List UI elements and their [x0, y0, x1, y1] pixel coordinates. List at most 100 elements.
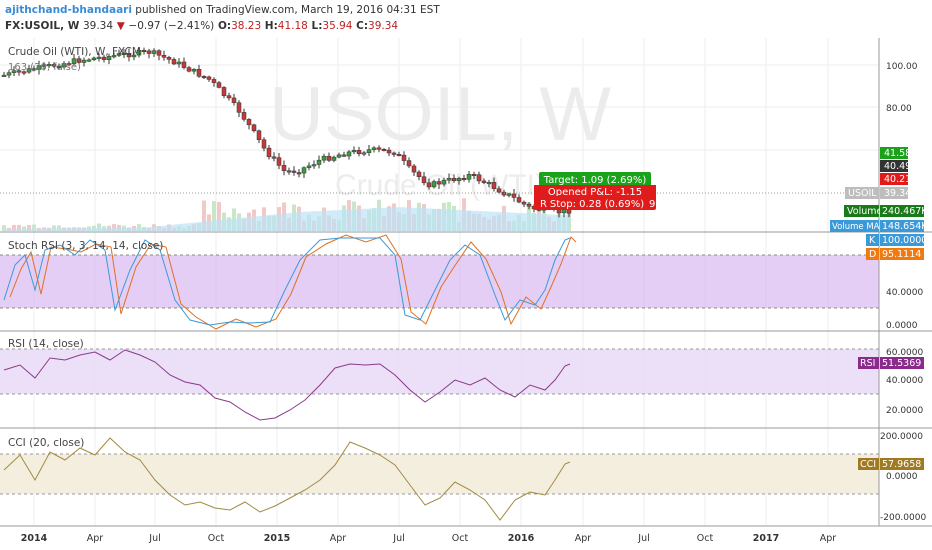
volume-bar	[57, 225, 61, 231]
candle-body	[476, 174, 482, 182]
candle-body	[441, 179, 447, 185]
main-pane[interactable]	[0, 38, 879, 231]
time-tick: Jul	[392, 533, 404, 544]
candle-body	[6, 72, 12, 76]
symbol-watermark-sub: Crude Oil (WTI)	[335, 169, 545, 202]
tag-cci-text: 57.9658	[882, 459, 921, 470]
time-tick: Jul	[637, 533, 649, 544]
target-text: Target: 1.09 (2.69%)	[543, 175, 647, 186]
cci-pane-title[interactable]: CCI (20, close)	[8, 437, 84, 449]
close-value: 39.34	[368, 20, 399, 32]
opened-pl-box[interactable]	[534, 185, 656, 198]
candle-body	[81, 59, 87, 63]
candle-body	[61, 63, 67, 68]
candle-body	[526, 203, 532, 207]
candle-body	[386, 149, 392, 154]
cci-line	[3, 437, 571, 521]
symbol-label[interactable]: FX:USOIL, W	[5, 20, 80, 32]
tag-symbol-value	[880, 187, 908, 199]
tag-entry	[880, 160, 908, 172]
candle-body	[21, 71, 27, 74]
target-box[interactable]	[539, 172, 651, 186]
open-value: 38.23	[231, 20, 262, 32]
candle-body	[166, 57, 172, 60]
candle-body	[116, 53, 122, 56]
candle-body	[196, 69, 202, 77]
candle-body	[491, 182, 497, 189]
tag-k-value	[880, 234, 924, 246]
time-tick: 2014	[21, 533, 48, 544]
volume-bar	[27, 225, 31, 231]
stoch-tick: 0.0000	[886, 321, 918, 331]
candle-body	[221, 87, 227, 96]
time-tick: Jul	[148, 533, 160, 544]
candle-body	[366, 149, 372, 153]
candle-body	[56, 65, 62, 68]
tag-d-label	[866, 248, 879, 260]
main-pane-indicator[interactable]: 163 (20, false)	[8, 62, 81, 73]
opened-pl-text: Opened P&L: -1.15	[548, 187, 642, 198]
tag-rsi-name: RSI	[860, 358, 875, 369]
tag-volume-text: 240.467K	[882, 206, 928, 217]
author-link[interactable]: ajithchand-bhandaari	[5, 4, 132, 16]
last-price: 39.34	[82, 20, 114, 32]
price-axis[interactable]: 100.00 80.00 40.0000 0.0000 60.0000 40.0…	[880, 62, 926, 523]
candle-body	[336, 154, 342, 158]
candle-body	[286, 170, 292, 173]
tag-stop-text: 40.21	[884, 174, 911, 185]
main-pane-title[interactable]: Crude Oil (WTI), W, FXCM	[8, 46, 141, 58]
chart-canvas[interactable]: USOIL, W Crude Oil (WTI) Target: 1.09 (2…	[0, 38, 932, 550]
candle-body	[101, 56, 107, 60]
tag-rsi-text: 51.5369	[882, 358, 921, 369]
candle-body	[306, 165, 312, 168]
candle-body	[411, 165, 417, 173]
candle-body	[351, 150, 357, 153]
published-text: published on TradingView.com, March 19, …	[131, 4, 440, 16]
candle-body	[1, 74, 7, 77]
candle-body	[421, 176, 427, 184]
position-tool[interactable]: Target: 1.09 (2.69%) Opened P&L: -1.15 R…	[534, 172, 656, 210]
rsi-band	[0, 349, 879, 394]
rsi-line	[3, 349, 571, 421]
low-label: L:	[311, 20, 323, 32]
candle-body	[376, 147, 382, 150]
volume-bar	[212, 201, 216, 231]
tag-target	[880, 147, 908, 159]
candle-body	[71, 58, 77, 65]
candle-body	[186, 67, 192, 72]
candle-body	[451, 177, 457, 181]
volume-bar	[32, 224, 36, 231]
tag-k-text: 100.0000	[882, 235, 927, 246]
candle-body	[331, 156, 337, 161]
candle-body	[241, 112, 247, 120]
down-arrow-icon: ▼	[116, 20, 125, 32]
candle-body	[191, 69, 197, 72]
candle-body	[316, 159, 322, 165]
candle-body	[31, 68, 37, 71]
candle-body	[46, 64, 52, 67]
candle-body	[141, 49, 147, 52]
candle-body	[521, 201, 527, 205]
stoch-pane-title[interactable]: Stoch RSI (3, 3, 14, 14, close)	[8, 240, 163, 252]
candle-body	[26, 68, 32, 73]
candle-body	[66, 63, 72, 66]
tag-rsi-value	[880, 357, 924, 369]
stop-prefix: R	[540, 199, 547, 210]
candle-body	[121, 52, 127, 55]
tag-volma-value	[880, 220, 924, 232]
candle-body	[176, 61, 182, 65]
time-tick: 2016	[508, 533, 535, 544]
time-tick: Apr	[87, 533, 104, 544]
rsi-pane-title[interactable]: RSI (14, close)	[8, 338, 84, 350]
candle-body	[426, 182, 432, 188]
stop-box[interactable]	[534, 196, 656, 210]
candle-body	[136, 49, 142, 56]
candle-body	[406, 160, 412, 167]
time-axis[interactable]: 2014 Apr Jul Oct 2015 Apr Jul Oct 2016 Apr Jul Oct 2…	[21, 533, 837, 544]
candle-body	[516, 197, 522, 203]
time-tick: 2017	[753, 533, 779, 544]
candle-body	[326, 155, 332, 161]
candle-body	[346, 151, 352, 157]
cci-band	[0, 454, 879, 494]
candle-body	[361, 152, 367, 155]
